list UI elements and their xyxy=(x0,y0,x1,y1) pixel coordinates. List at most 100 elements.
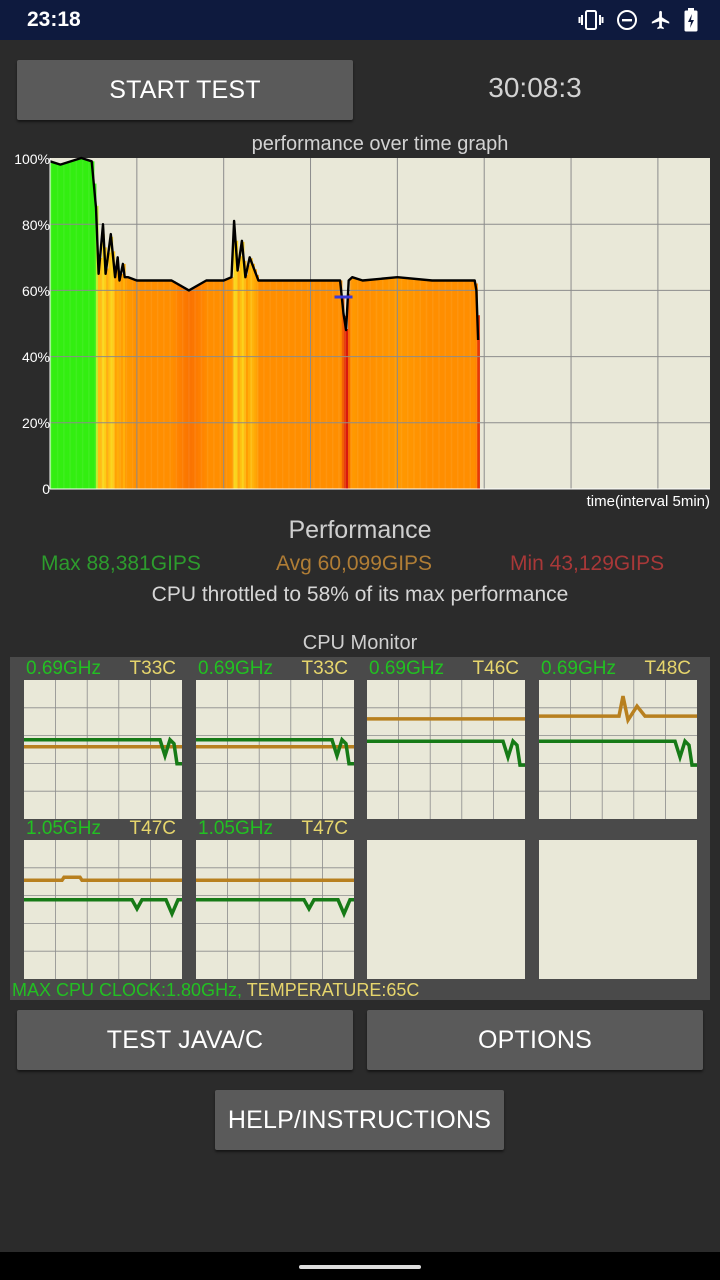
fill-band xyxy=(356,278,360,489)
fill-band xyxy=(185,288,189,489)
fill-band xyxy=(295,280,299,489)
fill-band xyxy=(139,280,143,489)
y-tick-label: 100% xyxy=(14,151,50,167)
fill-band xyxy=(122,263,126,489)
airplane-mode-icon xyxy=(650,9,672,31)
fill-band xyxy=(222,280,226,489)
fill-band xyxy=(152,280,155,489)
fill-band xyxy=(304,280,307,489)
fill-band xyxy=(164,280,168,489)
fill-band xyxy=(410,278,414,489)
fill-band xyxy=(172,281,176,489)
fill-band xyxy=(460,280,464,489)
fill-band xyxy=(210,280,214,489)
fill-band xyxy=(441,280,445,489)
fill-band xyxy=(398,277,401,489)
fill-band xyxy=(145,280,149,489)
fill-band xyxy=(93,183,97,489)
fill-band xyxy=(323,280,326,489)
fill-band xyxy=(412,278,416,489)
fill-band xyxy=(54,162,57,489)
fill-band xyxy=(112,251,116,489)
fill-band xyxy=(427,280,430,489)
fill-band xyxy=(58,163,62,489)
fill-band xyxy=(464,280,468,489)
fill-band xyxy=(243,260,247,489)
avg-performance: Avg 60,099GIPS xyxy=(276,552,433,575)
fill-band xyxy=(477,315,480,489)
fill-band xyxy=(362,280,366,489)
fill-band xyxy=(368,279,372,489)
fill-band xyxy=(320,280,324,489)
fill-band xyxy=(116,265,120,489)
fill-band xyxy=(237,270,241,489)
fill-band xyxy=(471,280,474,489)
core-graph xyxy=(196,840,354,979)
fill-band xyxy=(81,158,84,489)
max-cpu-clock: MAX CPU CLOCK:1.80GHz, xyxy=(12,980,243,1000)
fill-band xyxy=(473,280,476,489)
core-grid xyxy=(24,680,182,819)
fill-band xyxy=(300,280,303,489)
fill-band xyxy=(468,280,472,489)
x-axis-label: time(interval 5min) xyxy=(586,493,710,510)
fill-band xyxy=(289,280,293,489)
status-bar: 23:18 xyxy=(0,0,720,40)
fill-band xyxy=(75,159,78,489)
core-frequency: 0.69GHz xyxy=(26,658,101,679)
fill-band xyxy=(404,277,407,489)
fill-band xyxy=(452,280,455,489)
fill-band xyxy=(162,280,166,489)
core-header xyxy=(539,818,697,840)
fill-band xyxy=(345,329,349,489)
fill-band xyxy=(310,280,314,489)
fill-band xyxy=(179,284,182,489)
fill-band xyxy=(202,282,205,489)
fill-band xyxy=(87,159,91,489)
fill-band xyxy=(225,279,228,489)
fill-band xyxy=(425,279,428,489)
fill-band xyxy=(352,277,355,489)
fill-band xyxy=(277,280,280,489)
fill-band xyxy=(366,280,370,489)
core-grid xyxy=(196,680,354,819)
fill-band xyxy=(279,280,282,489)
core-graph xyxy=(367,840,525,979)
fill-band xyxy=(248,265,251,489)
help-instructions-button[interactable]: HELP/INSTRUCTIONS xyxy=(215,1090,504,1150)
test-java-c-button[interactable]: TEST JAVA/C xyxy=(17,1010,353,1070)
fill-band xyxy=(91,161,95,489)
min-performance: Min 43,129GIPS xyxy=(510,552,665,575)
fill-band xyxy=(110,236,114,489)
core-graph-background xyxy=(196,840,354,979)
fill-band xyxy=(327,280,330,489)
fill-band xyxy=(62,163,66,489)
fill-band xyxy=(141,280,145,489)
fill-band xyxy=(127,277,130,489)
fill-band xyxy=(241,241,245,489)
fill-band xyxy=(250,258,253,489)
fill-band xyxy=(229,278,232,489)
core-frequency-line xyxy=(196,736,354,766)
performance-fill xyxy=(50,158,480,490)
y-tick-label: 60% xyxy=(21,283,50,299)
fill-band xyxy=(329,280,332,489)
options-button[interactable]: OPTIONS xyxy=(367,1010,703,1070)
navigation-bar xyxy=(0,1252,720,1280)
core-graph-background xyxy=(367,680,525,819)
fill-band xyxy=(89,160,93,489)
fill-band xyxy=(239,256,243,489)
core-frequency-line xyxy=(196,898,354,919)
core-temperature: T33C xyxy=(301,658,348,679)
fill-band xyxy=(312,280,316,489)
fill-band xyxy=(60,164,64,489)
start-test-button[interactable]: START TEST xyxy=(17,60,353,120)
fill-band xyxy=(443,280,447,489)
home-gesture-handle[interactable] xyxy=(299,1265,421,1269)
fill-band xyxy=(450,280,453,489)
fill-band xyxy=(50,161,53,489)
performance-line xyxy=(49,156,480,341)
y-tick-label: 80% xyxy=(21,217,50,233)
fill-band xyxy=(414,278,418,489)
fill-band xyxy=(79,158,82,490)
